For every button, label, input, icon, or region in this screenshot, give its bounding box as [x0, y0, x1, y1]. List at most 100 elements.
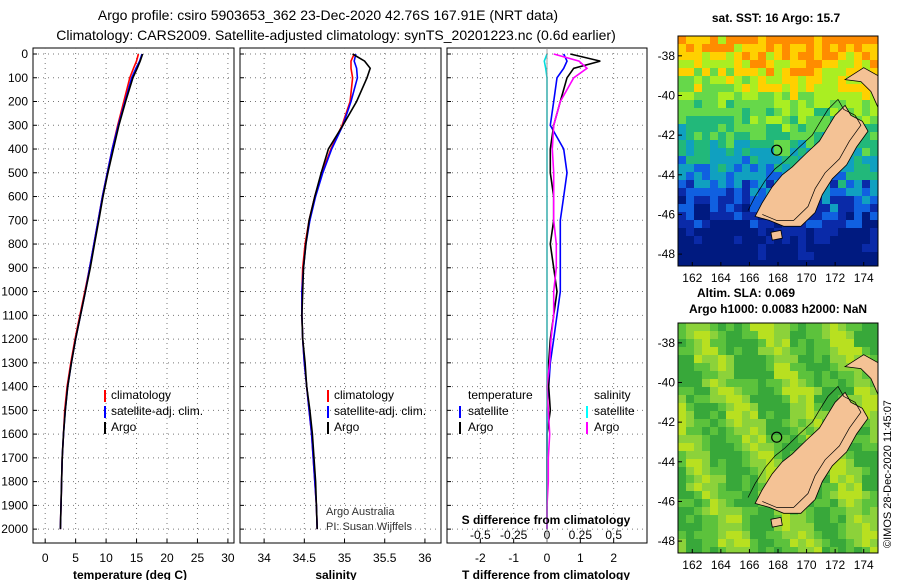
map-cell: [758, 236, 767, 245]
map-cell: [686, 515, 695, 524]
map-cell: [686, 427, 695, 436]
map-cell: [870, 483, 878, 492]
map-cell: [750, 419, 759, 428]
map-cell: [678, 188, 687, 197]
map-cell: [774, 459, 783, 468]
map-cell: [750, 196, 759, 205]
map-cell: [734, 427, 743, 436]
map-cell: [766, 52, 775, 61]
map-cell: [718, 212, 727, 221]
map-cell: [790, 547, 799, 553]
map-cell: [718, 491, 727, 500]
map-cell: [790, 244, 799, 253]
map-cell: [798, 403, 807, 412]
map-cell: [766, 523, 775, 532]
map-cell: [718, 252, 727, 261]
map-cell: [694, 427, 703, 436]
map-cell: [710, 236, 719, 245]
map-cell: [726, 539, 735, 548]
land: [843, 67, 878, 108]
legend-label: satellite-adj. clim.: [334, 404, 426, 418]
map-cell: [846, 451, 855, 460]
map-cell: [750, 331, 759, 340]
map-cell: [814, 547, 823, 553]
map-cell: [702, 523, 711, 532]
map-cell: [846, 164, 855, 173]
map-cell: [806, 379, 815, 388]
map-cell: [862, 148, 871, 157]
map-cell: [694, 220, 703, 229]
series-line: [59, 53, 143, 530]
map-cell: [854, 331, 863, 340]
map-cell: [838, 499, 847, 508]
map-cell: [790, 363, 799, 372]
map-cell: [790, 68, 799, 77]
map-cell: [734, 52, 743, 61]
map-cell: [790, 36, 799, 45]
map-cell: [766, 236, 775, 245]
map-cell: [694, 459, 703, 468]
map-cell: [798, 124, 807, 133]
map-cell: [870, 116, 878, 125]
map-cell: [830, 395, 839, 404]
map-cell: [750, 52, 759, 61]
map-cell: [814, 212, 823, 221]
map-cell: [790, 531, 799, 540]
map-cell: [694, 236, 703, 245]
map-cell: [686, 188, 695, 197]
depth-tick-label: 1400: [1, 380, 28, 394]
sst-map-title: sat. SST: 16 Argo: 15.7: [712, 11, 841, 25]
map-cell: [870, 108, 878, 117]
map-cell: [806, 363, 815, 372]
map-cell: [822, 539, 831, 548]
map-cell: [742, 363, 751, 372]
map-cell: [750, 515, 759, 524]
map-cell: [702, 427, 711, 436]
map-cell: [774, 172, 783, 181]
map-cell: [798, 387, 807, 396]
map-cell: [694, 339, 703, 348]
map-cell: [742, 244, 751, 253]
map-cell: [838, 236, 847, 245]
map-cell: [694, 443, 703, 452]
map-cell: [758, 355, 767, 364]
map-cell: [702, 220, 711, 229]
map-cell: [846, 92, 855, 101]
map-cell: [854, 387, 863, 396]
map-cell: [678, 44, 687, 53]
map-cell: [774, 435, 783, 444]
map-cell: [710, 212, 719, 221]
map-cell: [854, 196, 863, 205]
map-cell: [814, 363, 823, 372]
map-cell: [790, 539, 799, 548]
map-cell: [814, 531, 823, 540]
map-cell: [758, 52, 767, 61]
legend-label: climatology: [111, 388, 171, 402]
map-cell: [798, 379, 807, 388]
map-cell: [806, 124, 815, 133]
map-cell: [678, 236, 687, 245]
map-cell: [726, 403, 735, 412]
map-cell: [870, 228, 878, 237]
map-cell: [758, 483, 767, 492]
map-cell: [806, 547, 815, 553]
map-cell: [742, 76, 751, 85]
map-cell: [822, 228, 831, 237]
depth-tick-label: 1300: [1, 356, 28, 370]
map-cell: [822, 339, 831, 348]
map-cell: [846, 68, 855, 77]
map-cell: [862, 531, 871, 540]
map-cell: [718, 323, 727, 332]
map-cell: [790, 379, 799, 388]
map-cell: [710, 483, 719, 492]
map-cell: [798, 92, 807, 101]
lat-tick-label: -44: [658, 455, 676, 469]
map-cell: [710, 347, 719, 356]
map-cell: [718, 395, 727, 404]
map-cell: [862, 44, 871, 53]
map-cell: [678, 363, 687, 372]
map-cell: [718, 443, 727, 452]
map-cell: [846, 196, 855, 205]
map-cell: [814, 84, 823, 93]
map-cell: [758, 228, 767, 237]
